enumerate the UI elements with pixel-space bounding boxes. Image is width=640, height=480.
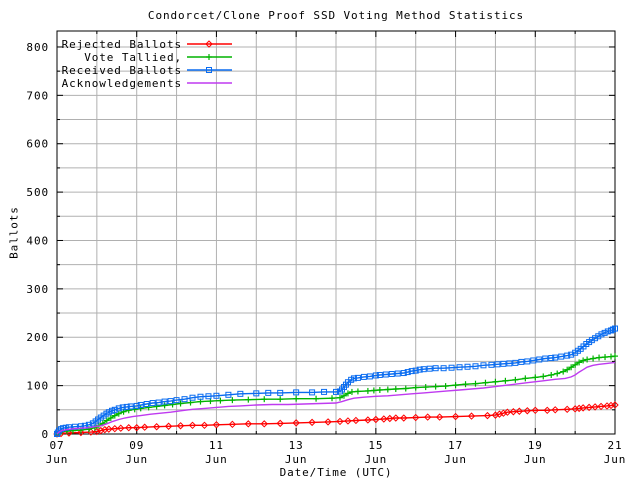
legend-label-received-ballots: Received Ballots bbox=[62, 64, 182, 77]
legend-item-rejected-ballots: Rejected Ballots bbox=[62, 38, 232, 51]
x-tick-label-month: Jun bbox=[365, 453, 388, 466]
legend-label-acknowledgements: Acknowledgements bbox=[62, 77, 182, 90]
tick-labels: 010020030040050060070080007Jun09Jun11Jun… bbox=[26, 41, 627, 466]
y-tick-label: 100 bbox=[26, 380, 49, 393]
legend-item-received-ballots: Received Ballots bbox=[62, 64, 232, 77]
x-tick-label-month: Jun bbox=[285, 453, 308, 466]
series-line-rejected-ballots bbox=[56, 404, 616, 435]
x-tick-label-day: 19 bbox=[528, 439, 543, 452]
y-tick-label: 300 bbox=[26, 283, 49, 296]
x-tick-label-day: 17 bbox=[448, 439, 463, 452]
y-tick-label: 400 bbox=[26, 234, 49, 247]
x-tick-label-month: Jun bbox=[524, 453, 547, 466]
series-vote-tallied bbox=[54, 353, 618, 437]
y-tick-label: 800 bbox=[26, 41, 49, 54]
x-tick-label-day: 09 bbox=[129, 439, 144, 452]
y-tick-label: 500 bbox=[26, 186, 49, 199]
x-tick-label-month: Jun bbox=[46, 453, 69, 466]
x-tick-label-month: Jun bbox=[205, 453, 228, 466]
y-tick-label: 600 bbox=[26, 138, 49, 151]
legend-label-rejected-ballots: Rejected Ballots bbox=[62, 38, 182, 51]
y-axis-label: Ballots bbox=[7, 206, 21, 259]
x-tick-label-day: 11 bbox=[209, 439, 224, 452]
legend-label-vote-tallied: Vote Tallied, bbox=[84, 51, 182, 64]
x-axis-label: Date/Time (UTC) bbox=[279, 466, 393, 479]
y-tick-label: 700 bbox=[26, 89, 49, 102]
y-tick-label: 200 bbox=[26, 331, 49, 344]
y-tick-label: 0 bbox=[41, 428, 49, 441]
x-tick-label-month: Jun bbox=[125, 453, 148, 466]
x-tick-label-day: 21 bbox=[607, 439, 622, 452]
series-rejected-ballots bbox=[53, 401, 619, 438]
x-tick-label-month: Jun bbox=[444, 453, 467, 466]
x-tick-label-day: 15 bbox=[368, 439, 383, 452]
x-tick-label-day: 07 bbox=[49, 439, 64, 452]
legend-item-acknowledgements: Acknowledgements bbox=[62, 77, 232, 90]
x-tick-label-day: 13 bbox=[289, 439, 304, 452]
series-line-acknowledgements bbox=[56, 361, 616, 435]
x-tick-label-month: Jun bbox=[604, 453, 627, 466]
grid-lines bbox=[57, 31, 615, 434]
legend-item-vote-tallied: Vote Tallied, bbox=[84, 51, 232, 64]
series-acknowledgements bbox=[56, 361, 616, 435]
chart-title: Condorcet/Clone Proof SSD Voting Method … bbox=[147, 9, 525, 22]
